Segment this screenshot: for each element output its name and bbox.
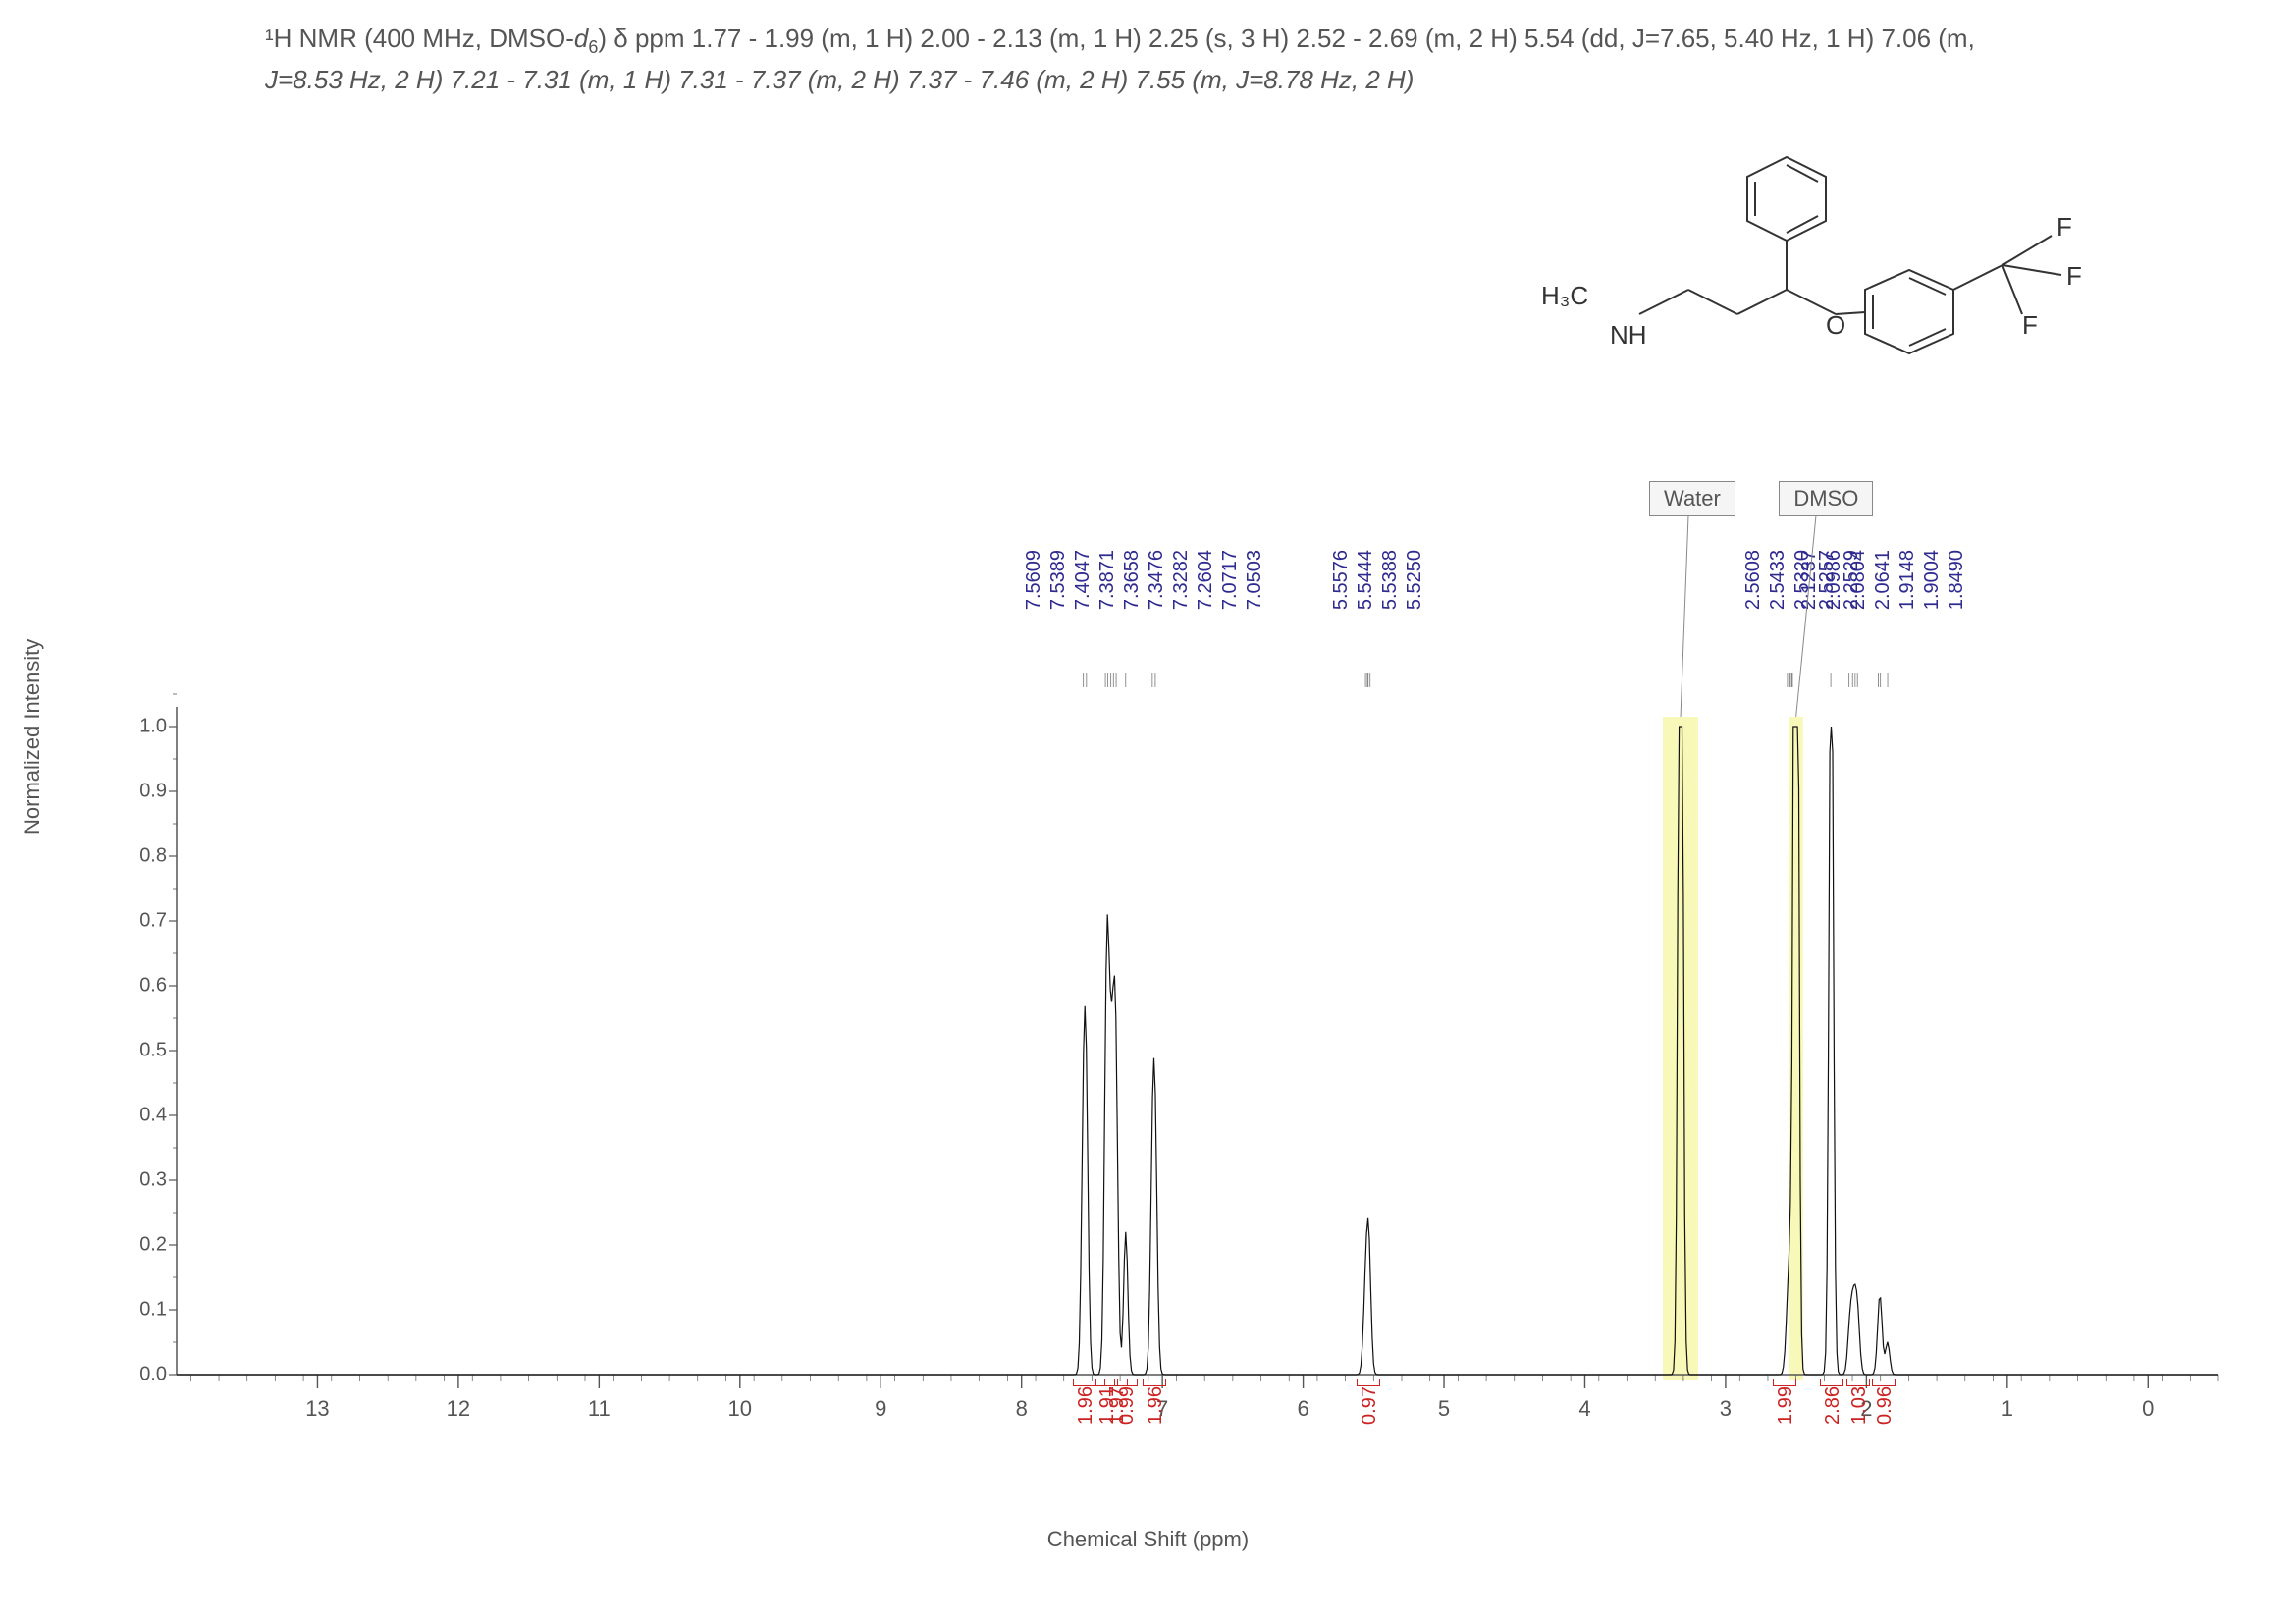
hdr-d: d bbox=[574, 24, 588, 53]
x-tick-label: 10 bbox=[728, 1396, 752, 1422]
peak-label: 5.5444 bbox=[1355, 550, 1377, 610]
x-tick-label: 8 bbox=[1016, 1396, 1028, 1422]
integral-label: 0.96 bbox=[1874, 1386, 1896, 1425]
y-tick-label: 0.5 bbox=[128, 1040, 167, 1062]
mol-o: O bbox=[1826, 310, 1845, 340]
peak-label: 7.3658 bbox=[1121, 550, 1144, 610]
peak-label: 5.5388 bbox=[1379, 550, 1402, 610]
x-tick-label: 13 bbox=[305, 1396, 329, 1422]
nmr-description: ¹H NMR (400 MHz, DMSO-d6) δ ppm 1.77 - 1… bbox=[265, 20, 2130, 99]
y-tick-label: 0.9 bbox=[128, 781, 167, 803]
y-tick-label: 0.4 bbox=[128, 1105, 167, 1127]
integral-label: 1.03 bbox=[1848, 1386, 1871, 1425]
peak-label: 7.2604 bbox=[1195, 550, 1217, 610]
mol-f2: F bbox=[2066, 261, 2082, 291]
y-tick-label: 0.1 bbox=[128, 1299, 167, 1322]
y-tick-label: 0.6 bbox=[128, 975, 167, 998]
peak-label: 7.3476 bbox=[1146, 550, 1168, 610]
peak-label-group: 5.55765.54445.53885.5250 bbox=[1329, 550, 1427, 616]
peak-label: 2.0804 bbox=[1847, 550, 1870, 610]
x-tick-label: 5 bbox=[1438, 1396, 1450, 1422]
peak-label-group: 7.56097.53897.40477.38717.36587.34767.32… bbox=[1022, 550, 1267, 616]
integral-label: 2.86 bbox=[1822, 1386, 1844, 1425]
x-tick-label: 0 bbox=[2142, 1396, 2154, 1422]
peak-label: 5.5250 bbox=[1404, 550, 1426, 610]
hdr-rest: ) δ ppm 1.77 - 1.99 (m, 1 H) 2.00 - 2.13… bbox=[598, 24, 1974, 53]
peak-label: 7.0717 bbox=[1219, 550, 1242, 610]
x-tick-label: 12 bbox=[447, 1396, 470, 1422]
peak-label: 7.3282 bbox=[1170, 550, 1193, 610]
integral-label: 1.96 bbox=[1075, 1386, 1097, 1425]
peak-label: 1.9148 bbox=[1896, 550, 1919, 610]
integral-bracket bbox=[1846, 1379, 1870, 1386]
integral-label: 1.96 bbox=[1145, 1386, 1167, 1425]
integral-bracket bbox=[1357, 1379, 1380, 1386]
y-tick-label: 0.7 bbox=[128, 910, 167, 933]
peak-label: 1.9004 bbox=[1921, 550, 1944, 610]
molecule-structure: H₃C NH O F F F bbox=[1472, 137, 2160, 432]
peak-label-group: 2.12372.09862.08042.06411.91481.90041.84… bbox=[1797, 550, 1969, 616]
x-tick-label: 11 bbox=[588, 1396, 611, 1422]
hdr-sub6: 6 bbox=[588, 37, 598, 57]
integral-bracket bbox=[1872, 1379, 1896, 1386]
y-tick-label: 0.2 bbox=[128, 1234, 167, 1257]
mol-h3c: H₃C bbox=[1541, 281, 1588, 310]
peak-label: 7.4047 bbox=[1072, 550, 1095, 610]
x-tick-label: 1 bbox=[2002, 1396, 2013, 1422]
y-tick-label: 0.0 bbox=[128, 1364, 167, 1386]
integral-label: 0.97 bbox=[1359, 1386, 1381, 1425]
integral-label: 1.99 bbox=[1775, 1386, 1797, 1425]
x-tick-label: 9 bbox=[875, 1396, 886, 1422]
integral-label: 0.99 bbox=[1116, 1386, 1139, 1425]
integral-bracket bbox=[1114, 1379, 1138, 1386]
peak-label: 5.5576 bbox=[1330, 550, 1353, 610]
peak-label: 1.8490 bbox=[1946, 550, 1968, 610]
peak-label: 2.0986 bbox=[1823, 550, 1845, 610]
hdr-prefix: ¹H NMR (400 MHz, DMSO- bbox=[265, 24, 574, 53]
x-axis-label: Chemical Shift (ppm) bbox=[1047, 1527, 1249, 1552]
x-tick-label: 6 bbox=[1297, 1396, 1308, 1422]
peak-label: 7.5389 bbox=[1047, 550, 1070, 610]
hdr-line2: J=8.53 Hz, 2 H) 7.21 - 7.31 (m, 1 H) 7.3… bbox=[265, 65, 1414, 94]
mol-nh: NH bbox=[1610, 320, 1647, 350]
peak-label: 2.1237 bbox=[1798, 550, 1821, 610]
x-tick-label: 3 bbox=[1720, 1396, 1732, 1422]
y-tick-label: 0.3 bbox=[128, 1169, 167, 1192]
y-tick-label: 0.8 bbox=[128, 845, 167, 868]
mol-f1: F bbox=[2056, 212, 2072, 242]
integral-bracket bbox=[1820, 1379, 1843, 1386]
mol-f3: F bbox=[2022, 310, 2038, 340]
peak-label: 2.5608 bbox=[1742, 550, 1765, 610]
y-axis-label: Normalized Intensity bbox=[20, 639, 45, 835]
integral-bracket bbox=[1073, 1379, 1096, 1386]
x-tick-label: 4 bbox=[1578, 1396, 1590, 1422]
peak-label: 7.0503 bbox=[1244, 550, 1266, 610]
y-tick-label: 1.0 bbox=[128, 716, 167, 738]
integral-bracket bbox=[1143, 1379, 1166, 1386]
peak-label: 7.3871 bbox=[1096, 550, 1119, 610]
peak-label: 2.5433 bbox=[1767, 550, 1789, 610]
peak-label: 7.5609 bbox=[1023, 550, 1045, 610]
integral-bracket bbox=[1773, 1379, 1796, 1386]
peak-label: 2.0641 bbox=[1872, 550, 1895, 610]
